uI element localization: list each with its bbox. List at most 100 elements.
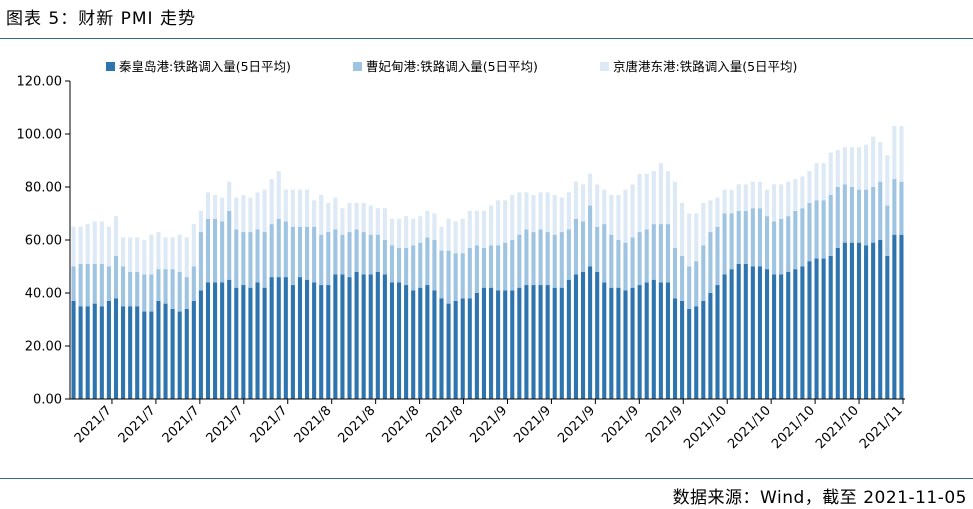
bar-s3-27 [262,189,267,233]
bar-s1-35 [319,285,324,399]
bar-s3-86 [680,202,685,256]
bar-s2-23 [234,229,239,288]
bar-s1-47 [404,285,409,399]
bar-s1-39 [347,277,352,399]
bar-s2-63 [517,234,522,288]
bar-s1-85 [672,298,678,399]
bar-s2-36 [326,232,331,286]
bar-s2-28 [269,224,274,278]
bar-s1-114 [878,240,883,399]
bottom-divider [0,478,973,479]
bar-s1-11 [149,311,154,399]
bar-s1-113 [871,242,876,399]
bar-s1-90 [708,293,713,399]
bar-s3-97 [757,181,762,209]
bar-s3-13 [163,237,168,270]
bar-s2-6 [113,255,119,299]
x-tick-label-11: 2021/9 [555,403,598,446]
bar-s1-19 [205,282,211,399]
bar-s2-115 [885,205,890,256]
bar-s3-16 [184,237,189,278]
bar-s1-34 [312,282,317,399]
bar-s3-14 [170,237,175,270]
bar-s3-0 [71,226,76,267]
bar-s2-94 [736,210,741,264]
bar-s3-111 [856,147,862,190]
bar-s3-24 [241,194,246,233]
bar-s3-76 [609,194,614,235]
bar-s3-9 [135,237,140,272]
data-source-note: 数据来源：Wind，截至 2021-11-05 [672,488,967,508]
bar-s2-110 [849,187,854,243]
bar-s3-92 [722,189,727,214]
bar-s3-58 [481,210,487,248]
bar-s1-71 [573,274,578,399]
bar-s1-33 [305,279,310,399]
bar-s1-80 [637,285,642,399]
bar-s3-28 [269,179,274,225]
bar-s1-58 [481,287,487,399]
bar-s3-89 [701,202,706,246]
bar-s2-116 [892,179,897,235]
bar-s3-6 [113,216,119,256]
bar-s1-0 [71,300,76,399]
bar-s3-60 [496,200,501,246]
bar-s3-36 [326,202,331,233]
bar-s1-83 [658,282,663,399]
bar-s3-93 [729,189,734,214]
bar-s2-99 [772,221,777,275]
bar-s2-73 [588,205,593,267]
bar-s3-53 [446,218,451,251]
bar-s1-99 [772,274,777,399]
bar-s3-50 [425,210,430,238]
bar-s3-56 [467,210,472,248]
legend-swatch-1 [106,62,115,71]
bar-s3-59 [488,205,494,246]
bar-s3-23 [234,197,239,230]
bar-s2-65 [531,232,536,286]
bar-s2-78 [623,242,628,291]
bar-s1-66 [538,285,543,399]
bar-s3-73 [588,173,593,206]
bar-s3-105 [814,163,819,201]
bar-s2-79 [630,237,635,288]
bar-s2-68 [552,234,557,288]
bar-s2-25 [248,232,253,288]
bar-s1-70 [566,279,571,399]
x-tick-label-18: 2021/11 [857,403,906,452]
bar-s2-46 [396,247,402,283]
bar-s2-30 [283,221,288,278]
bar-s3-35 [319,194,324,235]
bar-s2-76 [609,234,614,288]
bar-s2-13 [163,269,168,304]
bar-s3-40 [354,202,359,230]
bar-s2-106 [821,200,826,259]
bar-s1-36 [326,285,331,399]
bar-s1-115 [885,255,890,399]
bar-s2-82 [651,224,656,280]
bar-s2-103 [800,208,805,267]
bar-s1-78 [623,290,628,399]
bar-s1-94 [736,263,741,399]
bar-s2-7 [121,266,126,307]
bar-s2-11 [149,274,154,312]
bar-s1-21 [220,282,225,399]
legend-label-2: 曹妃甸港:铁路调入量(5日平均) [366,59,538,74]
bar-s1-64 [524,285,529,399]
bar-s2-34 [312,226,317,283]
bar-s3-43 [375,208,380,235]
bar-s2-83 [658,224,663,283]
bar-s1-10 [142,311,147,399]
bar-s2-85 [672,247,678,299]
bar-s3-45 [389,218,395,246]
bar-s3-65 [531,194,536,233]
bar-s2-70 [566,229,571,280]
bar-s1-100 [779,274,784,399]
x-tick-label-8: 2021/8 [423,403,466,446]
bar-s1-60 [496,290,501,399]
bar-s2-17 [191,266,196,301]
bar-s1-62 [510,290,515,399]
bar-s1-15 [177,311,182,399]
legend-swatch-2 [353,62,362,71]
x-tick-label-17: 2021/10 [813,403,862,452]
